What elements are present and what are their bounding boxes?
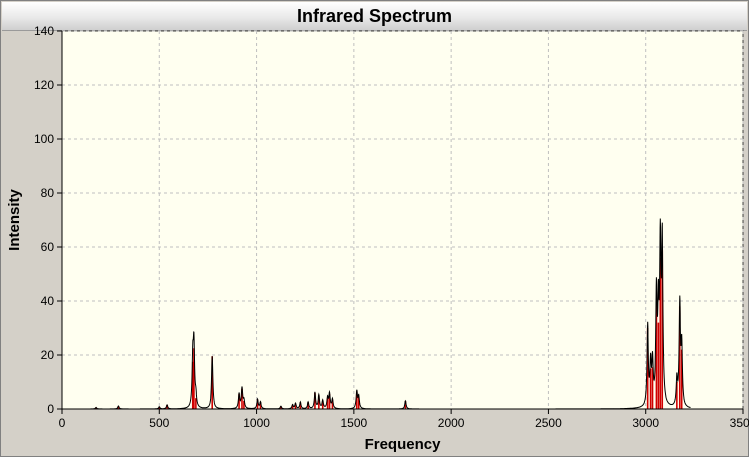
x-tick-label: 2000 <box>438 416 465 430</box>
x-tick-label: 3000 <box>632 416 659 430</box>
x-tick-label: 0 <box>59 416 66 430</box>
tick-labels: 0 20 40 60 80 100 120 140 0 500 1000 1500 2000 2500 30… <box>34 24 749 430</box>
x-axis-label: Frequency <box>365 436 442 453</box>
x-tick-label: 1500 <box>341 416 368 430</box>
y-tick-label: 20 <box>41 348 55 362</box>
x-tick-label: 2500 <box>535 416 562 430</box>
y-axis-label: Intensity <box>6 189 23 251</box>
y-tick-label: 60 <box>41 240 55 254</box>
axes <box>61 31 743 410</box>
title-bar: Infrared Spectrum <box>2 2 747 31</box>
y-tick-label: 80 <box>41 186 55 200</box>
y-tick-label: 0 <box>47 402 54 416</box>
y-tick-label: 120 <box>34 78 54 92</box>
y-tick-label: 40 <box>41 294 55 308</box>
grid-lines <box>62 30 744 409</box>
x-tick-label: 500 <box>149 416 169 430</box>
x-tick-label: 1000 <box>243 416 270 430</box>
y-tick-label: 140 <box>34 24 54 38</box>
chart-title: Infrared Spectrum <box>296 5 453 26</box>
y-tick-label: 100 <box>34 132 54 146</box>
x-tick-label: 3500 <box>730 416 749 430</box>
plot-area <box>61 30 744 410</box>
